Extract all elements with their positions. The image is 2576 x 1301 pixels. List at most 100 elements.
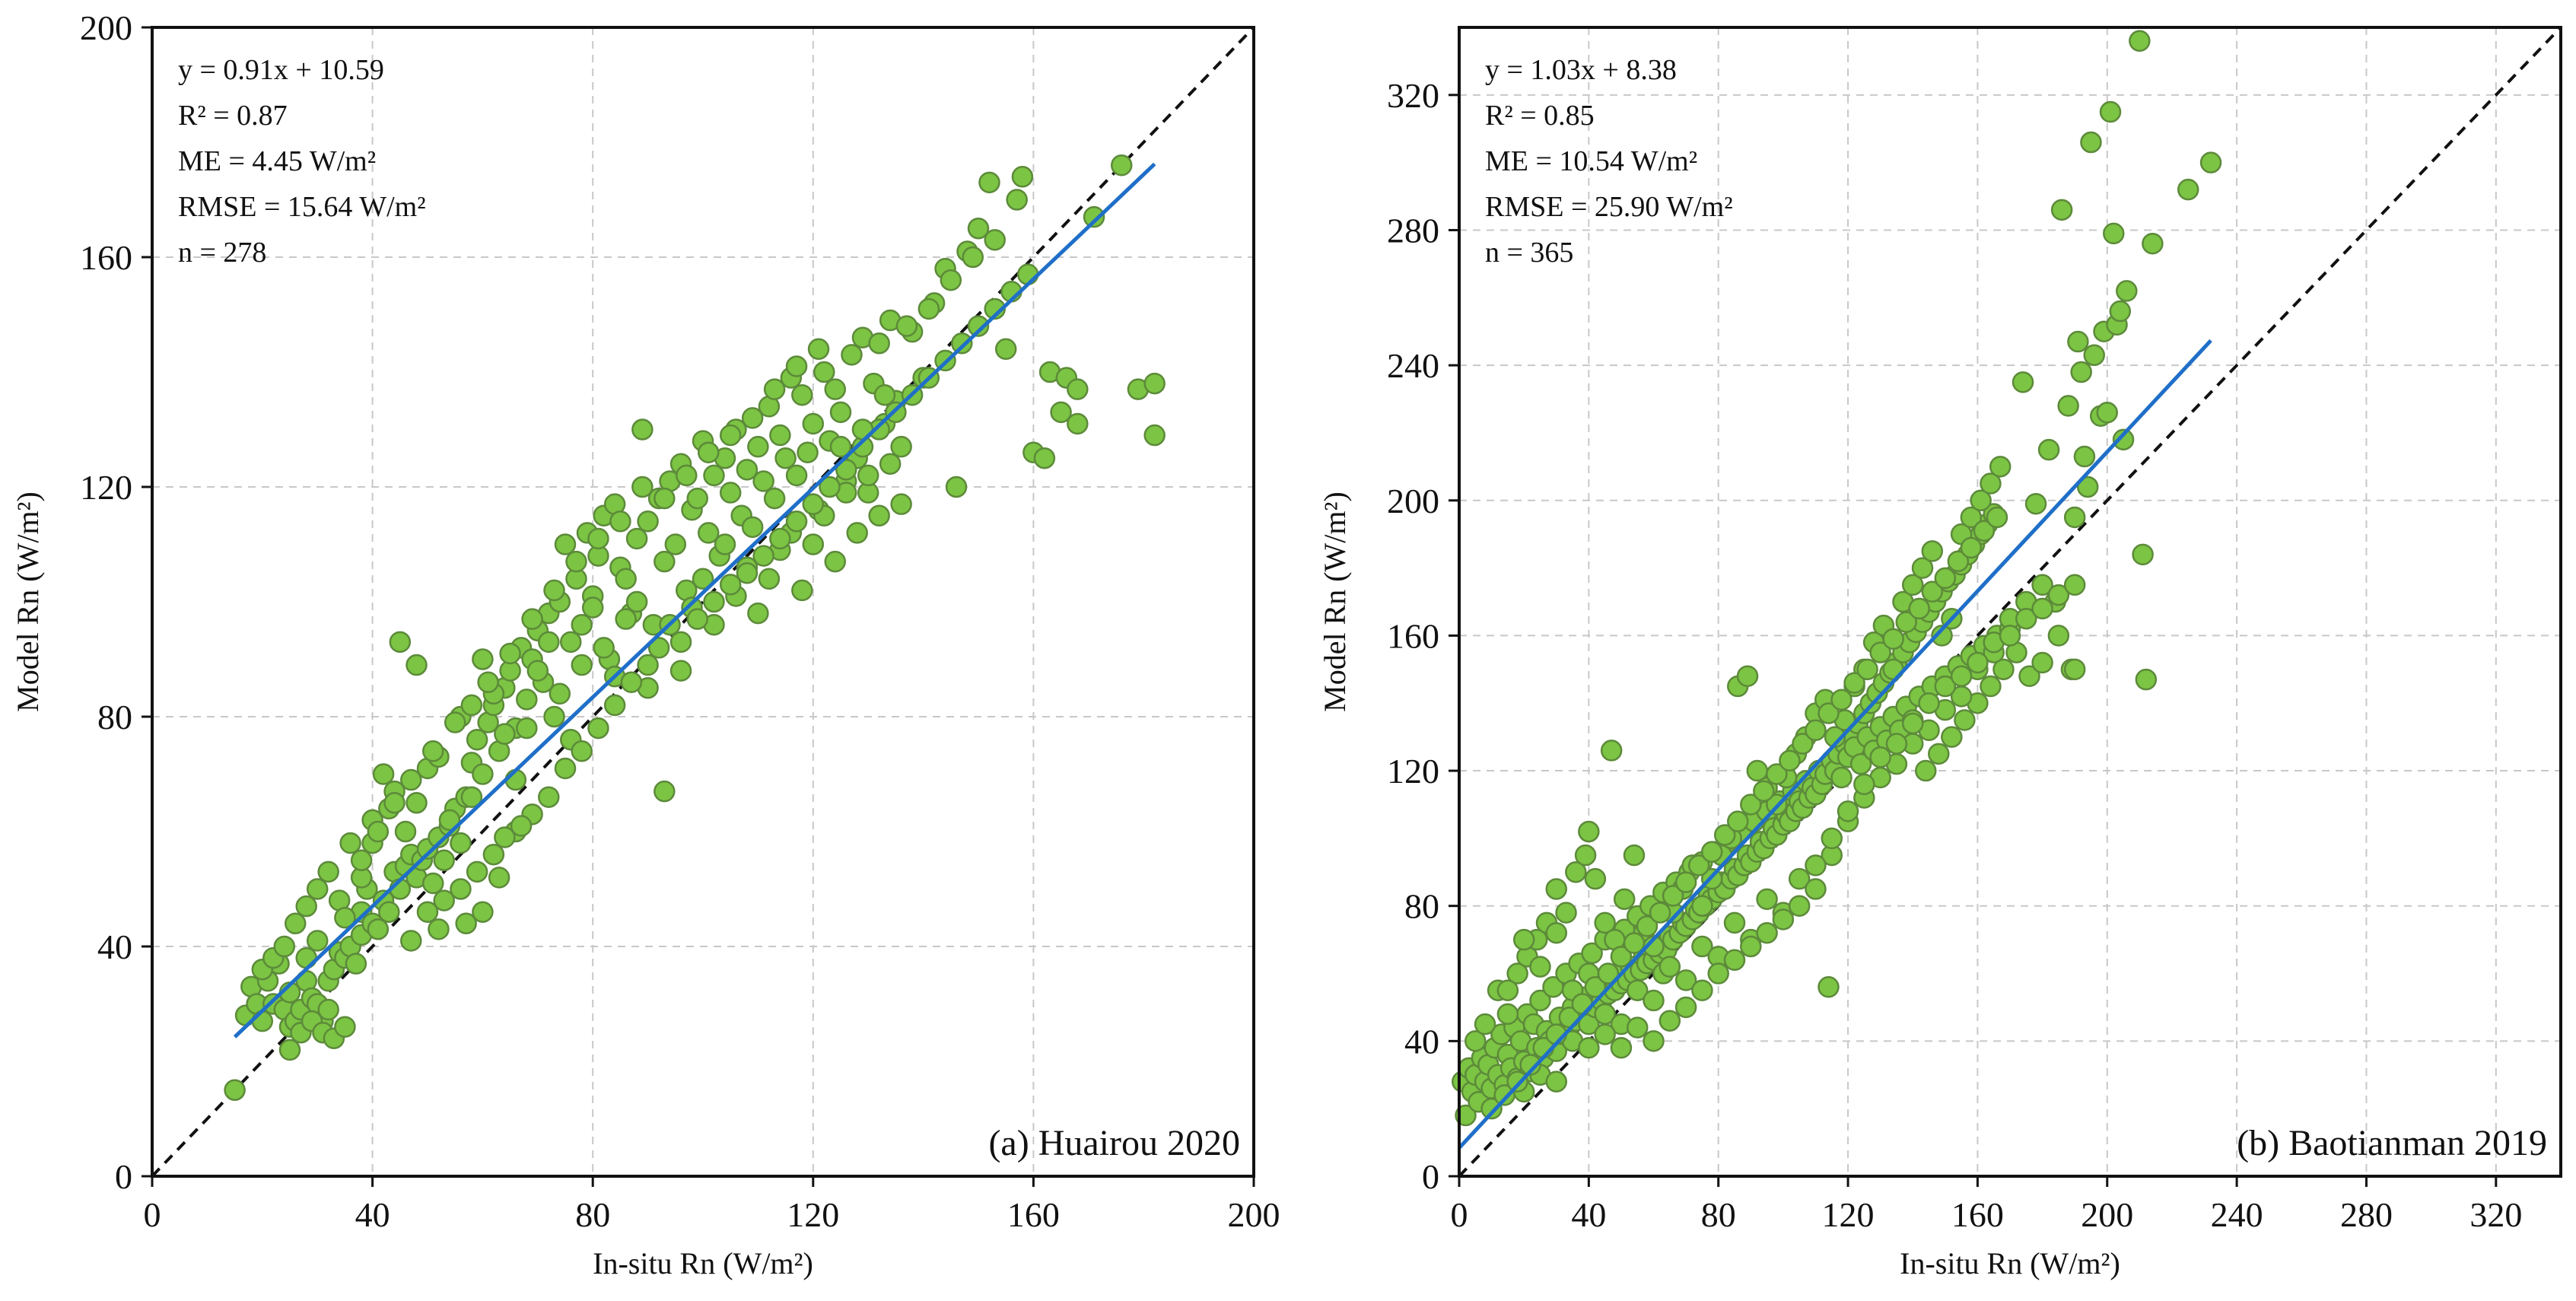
panel-a-huairou: 0 40 80 120 160 200 0 40 80 120 160 200 In-situ Rn… xyxy=(11,8,1280,1280)
panel-b-point-199 xyxy=(2199,151,2222,173)
panel-b-point-260 xyxy=(1578,1036,1600,1059)
panel-a-point-288 xyxy=(433,889,455,911)
panel-a-point-211 xyxy=(405,654,428,676)
panel-b-point-263 xyxy=(1626,979,1649,1001)
panel-b-stat-equation: y = 1.03x + 8.38 xyxy=(1485,54,1677,86)
panel-b-y-tick-label-0: 0 xyxy=(1422,1157,1439,1196)
panel-a-point-289 xyxy=(450,878,472,900)
panel-b-point-24 xyxy=(1529,989,1551,1012)
panel-a-point-243 xyxy=(951,332,973,355)
panel-b-point-264 xyxy=(1643,989,1665,1012)
panel-b-point-273 xyxy=(1788,867,1811,890)
panel-b-point-327 xyxy=(1480,1097,1503,1120)
panel-a-x-ticks: 0 40 80 120 160 200 xyxy=(144,1176,1280,1234)
panel-a-point-276 xyxy=(895,315,918,337)
panel-b-point-324 xyxy=(2031,597,2053,620)
panel-a-point-64 xyxy=(554,533,577,555)
panel-a-x-tick-label-2: 80 xyxy=(575,1195,610,1234)
panel-a-point-257 xyxy=(477,671,499,693)
panel-b-y-tick-label-5: 200 xyxy=(1387,482,1439,520)
panel-a-point-157 xyxy=(317,860,339,883)
panel-b-point-344 xyxy=(1700,841,1723,863)
panel-a-point-277 xyxy=(918,297,940,320)
panel-b-point-175 xyxy=(2050,199,2073,221)
panel-b-frame xyxy=(1458,26,2562,1178)
panel-a-point-220 xyxy=(571,740,593,762)
panel-a-point-209 xyxy=(890,493,912,515)
panel-b-point-317 xyxy=(1918,692,1940,714)
panel-a-point-0 xyxy=(224,1079,246,1101)
panel-a-point-49 xyxy=(472,763,494,785)
panel-b-point-147 xyxy=(1928,743,1950,765)
panel-a-point-264 xyxy=(631,418,654,441)
panel-a-point-184 xyxy=(615,608,637,630)
panel-b-point-292 xyxy=(1512,928,1535,951)
panel-a-point-79 xyxy=(637,511,659,533)
panel-a-point-236 xyxy=(835,459,857,481)
panel-b-point-360 xyxy=(1908,597,1931,620)
panel-b-fit-line xyxy=(1458,339,2212,1150)
panel-b-point-224 xyxy=(1691,895,1713,917)
panel-b-point-353 xyxy=(1818,702,1840,724)
panel-b-point-291 xyxy=(1496,979,1519,1001)
panel-a-stat-equation: y = 0.91x + 10.59 xyxy=(178,54,384,86)
panel-a-point-259 xyxy=(521,608,543,630)
panel-a-point-97 xyxy=(736,459,758,481)
panel-b-point-335 xyxy=(1584,976,1607,998)
panel-a-point-203 xyxy=(824,550,847,573)
panel-b-point-203 xyxy=(1496,1003,1519,1026)
panel-b-points xyxy=(1452,30,2222,1127)
panel-b-point-213 xyxy=(1584,867,1607,890)
panel-a-point-78 xyxy=(631,476,654,498)
panel-b-point-348 xyxy=(1753,780,1775,802)
panel-a-point-99 xyxy=(747,435,769,458)
panel-a-point-168 xyxy=(438,809,461,832)
panel-b-point-178 xyxy=(2063,506,2086,529)
panel-b-y-ticks: 0 40 80 120 160 200 240 280 320 xyxy=(1387,76,1459,1196)
panel-a-point-281 xyxy=(1006,189,1028,211)
panel-a-point-226 xyxy=(669,631,692,654)
panel-b-point-216 xyxy=(1613,888,1636,911)
panel-b-y-tick-label-6: 240 xyxy=(1387,346,1439,385)
panel-b-point-350 xyxy=(1779,749,1801,771)
panel-a-point-145 xyxy=(278,1039,301,1061)
panel-b-stat-r2: R² = 0.85 xyxy=(1485,100,1595,132)
panel-a-point-32 xyxy=(378,901,400,923)
panel-b-point-307 xyxy=(1756,921,1778,944)
panel-a-point-254 xyxy=(421,740,444,762)
panel-a-point-221 xyxy=(587,717,609,740)
panel-a-y-tick-label-3: 120 xyxy=(80,468,132,507)
panel-b-point-229 xyxy=(1736,665,1759,687)
panel-a-point-170 xyxy=(460,786,483,808)
panel-a-point-291 xyxy=(482,843,505,866)
panel-b-point-117 xyxy=(1830,766,1852,789)
panel-a-point-232 xyxy=(769,527,791,550)
panel-b-point-303 xyxy=(1691,979,1713,1001)
panel-b-point-179 xyxy=(2067,330,2089,353)
panel-b-point-46 xyxy=(1600,740,1623,762)
panel-a-point-116 xyxy=(841,344,863,366)
panel-a-point-293 xyxy=(510,815,533,837)
panel-a-point-261 xyxy=(565,550,587,573)
panel-a-point-200 xyxy=(791,579,813,602)
panel-a-point-162 xyxy=(372,763,395,785)
panel-a-point-187 xyxy=(647,637,670,659)
panel-b-point-40 xyxy=(1581,942,1603,965)
panel-a-point-108 xyxy=(797,441,819,463)
panel-a-point-231 xyxy=(752,545,774,567)
panel-a-x-tick-label-0: 0 xyxy=(144,1195,161,1234)
panel-b-point-308 xyxy=(1772,908,1795,930)
panel-b-point-310 xyxy=(1805,854,1827,876)
panel-b-point-346 xyxy=(1727,810,1749,832)
panel-b-point-171 xyxy=(2024,492,2047,515)
panel-b-point-323 xyxy=(2015,607,2037,630)
panel-b-y-tick-label-1: 40 xyxy=(1404,1022,1439,1061)
panel-a-point-208 xyxy=(879,453,902,476)
panel-b-x-tick-label-3: 120 xyxy=(1822,1195,1875,1234)
panel-b-x-tick-label-4: 160 xyxy=(1951,1195,2004,1234)
panel-b-stats: y = 1.03x + 8.38 R² = 0.85 ME = 10.54 W/… xyxy=(1485,54,1733,269)
panel-b-point-172 xyxy=(2031,651,2053,674)
panel-a-point-270 xyxy=(763,378,786,400)
panel-a-point-230 xyxy=(736,562,758,584)
panel-b-point-211 xyxy=(1574,844,1597,867)
